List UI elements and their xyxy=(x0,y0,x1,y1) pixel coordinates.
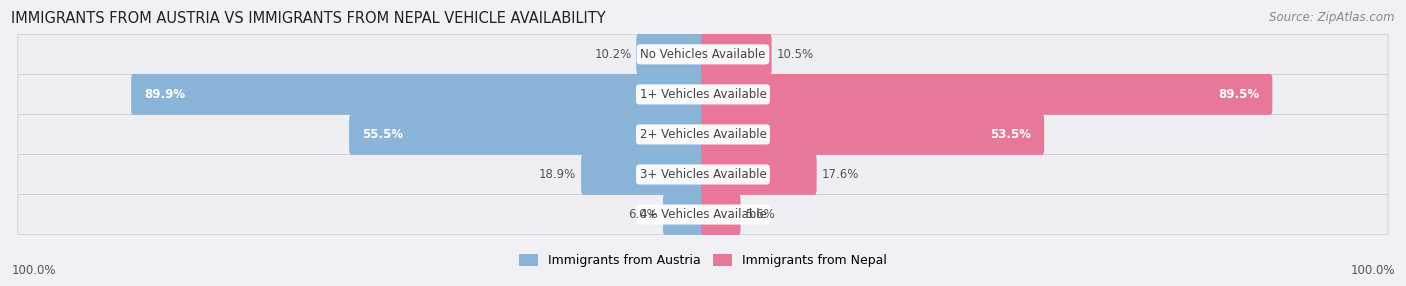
FancyBboxPatch shape xyxy=(702,34,772,75)
Text: 18.9%: 18.9% xyxy=(538,168,576,181)
Legend: Immigrants from Austria, Immigrants from Nepal: Immigrants from Austria, Immigrants from… xyxy=(515,249,891,272)
Text: 10.2%: 10.2% xyxy=(595,48,631,61)
FancyBboxPatch shape xyxy=(702,114,1045,155)
FancyBboxPatch shape xyxy=(18,74,1388,114)
Text: 4+ Vehicles Available: 4+ Vehicles Available xyxy=(640,208,766,221)
Text: 55.5%: 55.5% xyxy=(363,128,404,141)
FancyBboxPatch shape xyxy=(18,114,1388,154)
FancyBboxPatch shape xyxy=(702,194,741,235)
FancyBboxPatch shape xyxy=(637,34,704,75)
Text: No Vehicles Available: No Vehicles Available xyxy=(640,48,766,61)
Text: 89.9%: 89.9% xyxy=(145,88,186,101)
Text: 10.5%: 10.5% xyxy=(776,48,814,61)
FancyBboxPatch shape xyxy=(18,194,1388,235)
Text: 53.5%: 53.5% xyxy=(990,128,1031,141)
FancyBboxPatch shape xyxy=(131,74,704,115)
Text: 3+ Vehicles Available: 3+ Vehicles Available xyxy=(640,168,766,181)
Text: 2+ Vehicles Available: 2+ Vehicles Available xyxy=(640,128,766,141)
Text: Source: ZipAtlas.com: Source: ZipAtlas.com xyxy=(1270,11,1395,24)
Text: IMMIGRANTS FROM AUSTRIA VS IMMIGRANTS FROM NEPAL VEHICLE AVAILABILITY: IMMIGRANTS FROM AUSTRIA VS IMMIGRANTS FR… xyxy=(11,11,606,26)
FancyBboxPatch shape xyxy=(349,114,704,155)
Text: 17.6%: 17.6% xyxy=(821,168,859,181)
FancyBboxPatch shape xyxy=(18,34,1388,74)
Text: 6.0%: 6.0% xyxy=(628,208,658,221)
FancyBboxPatch shape xyxy=(702,154,817,195)
FancyBboxPatch shape xyxy=(702,74,1272,115)
FancyBboxPatch shape xyxy=(18,154,1388,194)
FancyBboxPatch shape xyxy=(662,194,704,235)
FancyBboxPatch shape xyxy=(581,154,704,195)
Text: 5.6%: 5.6% xyxy=(745,208,775,221)
Text: 1+ Vehicles Available: 1+ Vehicles Available xyxy=(640,88,766,101)
Text: 100.0%: 100.0% xyxy=(11,265,56,277)
Text: 89.5%: 89.5% xyxy=(1218,88,1260,101)
Text: 100.0%: 100.0% xyxy=(1350,265,1395,277)
